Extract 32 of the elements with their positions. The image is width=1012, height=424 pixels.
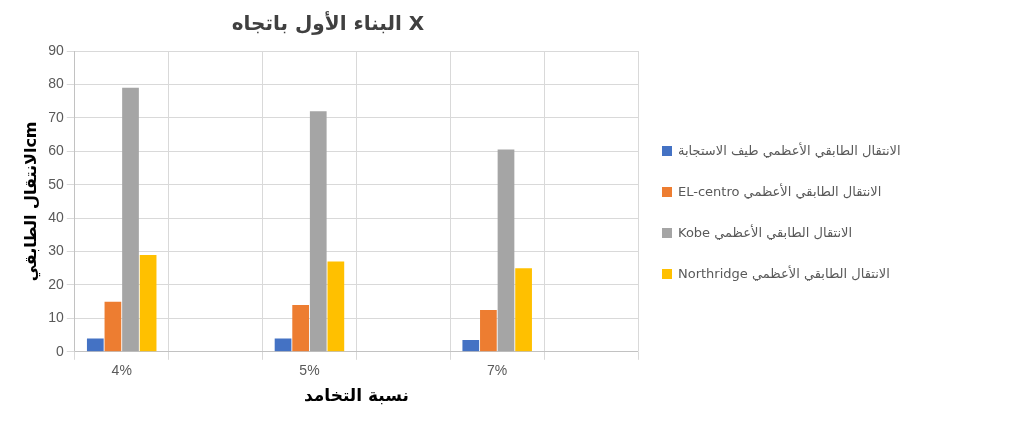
bar (86, 338, 104, 352)
y-tick-label: 60 (48, 142, 64, 159)
bar (292, 305, 310, 352)
legend-label: الانتقال الطابقي الأعظمي Northridge (678, 266, 890, 281)
x-axis-title: نسبة التخامد (303, 385, 409, 406)
x-tick-label: 5% (299, 362, 320, 379)
bar (497, 149, 515, 352)
bar (274, 338, 292, 352)
bar (309, 111, 327, 352)
y-tick-label: 70 (48, 108, 64, 125)
x-tick-label: 7% (487, 362, 508, 379)
legend-label: الانتقال الطابقي الأعظمي EL-centro (678, 184, 882, 199)
x-tick-label: 4% (111, 362, 132, 379)
y-axis-title: الانتقال الطابقيcm (20, 121, 41, 282)
y-tick-label: 0 (55, 342, 64, 359)
y-tick-label: 10 (48, 309, 64, 326)
chart-title: البناء الأول باتجاه X (231, 10, 425, 36)
legend-label: الانتقال الطابقي الأعظمي Kobe (678, 225, 853, 240)
y-tick-label: 40 (48, 208, 64, 225)
bar (122, 87, 139, 352)
legend-label: الانتقال الطابقي الأعظمي طيف الاستجابة (678, 143, 901, 158)
bar (327, 261, 345, 352)
y-tick-label: 90 (48, 41, 64, 58)
bar (104, 301, 122, 352)
bar (515, 268, 532, 352)
y-tick-label: 80 (48, 75, 64, 92)
y-tick-label: 30 (48, 242, 64, 259)
bar (480, 310, 497, 352)
y-tick-label: 20 (48, 275, 64, 292)
y-tick-label: 50 (48, 175, 64, 192)
bar (139, 254, 157, 352)
bar (462, 340, 480, 352)
